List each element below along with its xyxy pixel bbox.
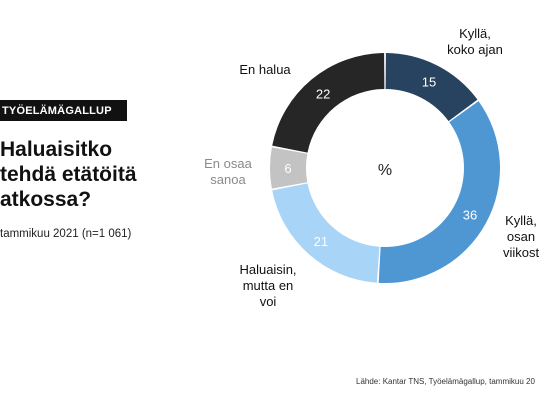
label-line: En osaa — [204, 156, 252, 171]
slice-value-3: 21 — [314, 234, 328, 249]
headline-line-3: atkossa? — [0, 188, 92, 211]
donut-slice-3 — [272, 183, 380, 283]
source-note: Lähde: Kantar TNS, Työelämägallup, tammi… — [356, 377, 535, 386]
donut-slice-5 — [272, 53, 385, 153]
label-line: voi — [260, 294, 277, 309]
headline-line-1: Haluaisitko — [0, 138, 113, 161]
label-line: osan — [507, 229, 535, 244]
label-line: Haluaisin, — [239, 262, 296, 277]
slice-category-label-2: Kyllä, osan viikost — [503, 213, 540, 260]
label-line: viikost — [503, 245, 540, 260]
slice-value-5: 22 — [316, 86, 330, 101]
slice-value-1: 15 — [422, 75, 436, 90]
donut-slice-4 — [270, 147, 308, 189]
chart-headline: Haluaisitko tehdä etätöitä atkossa? — [0, 137, 160, 212]
center-label: % — [378, 162, 392, 179]
donut-slice-1 — [385, 53, 478, 122]
slice-value-2: 36 — [463, 208, 477, 223]
slice-category-label-4: En osaa sanoa — [204, 156, 252, 187]
slice-category-label-3: Haluaisin, mutta en voi — [239, 262, 296, 309]
label-line: Kyllä, — [505, 213, 537, 228]
label-line: En halua — [239, 62, 291, 77]
slice-value-4: 6 — [284, 161, 291, 176]
slice-category-label-5: En halua — [239, 62, 291, 77]
slice-category-label-1: Kyllä, koko ajan — [447, 26, 503, 57]
label-line: koko ajan — [447, 42, 503, 57]
slice-values: 15 36 21 6 22 — [284, 75, 477, 249]
donut-slices — [270, 53, 500, 283]
headline-line-2: tehdä etätöitä — [0, 163, 137, 186]
label-line: mutta en — [243, 278, 294, 293]
donut-slice-2 — [378, 101, 500, 283]
section-badge: TYÖELÄMÄGALLUP — [0, 100, 127, 121]
label-line: Kyllä, — [459, 26, 491, 41]
survey-subline: tammikuu 2021 (n=1 061) — [0, 228, 132, 240]
label-line: sanoa — [210, 172, 246, 187]
